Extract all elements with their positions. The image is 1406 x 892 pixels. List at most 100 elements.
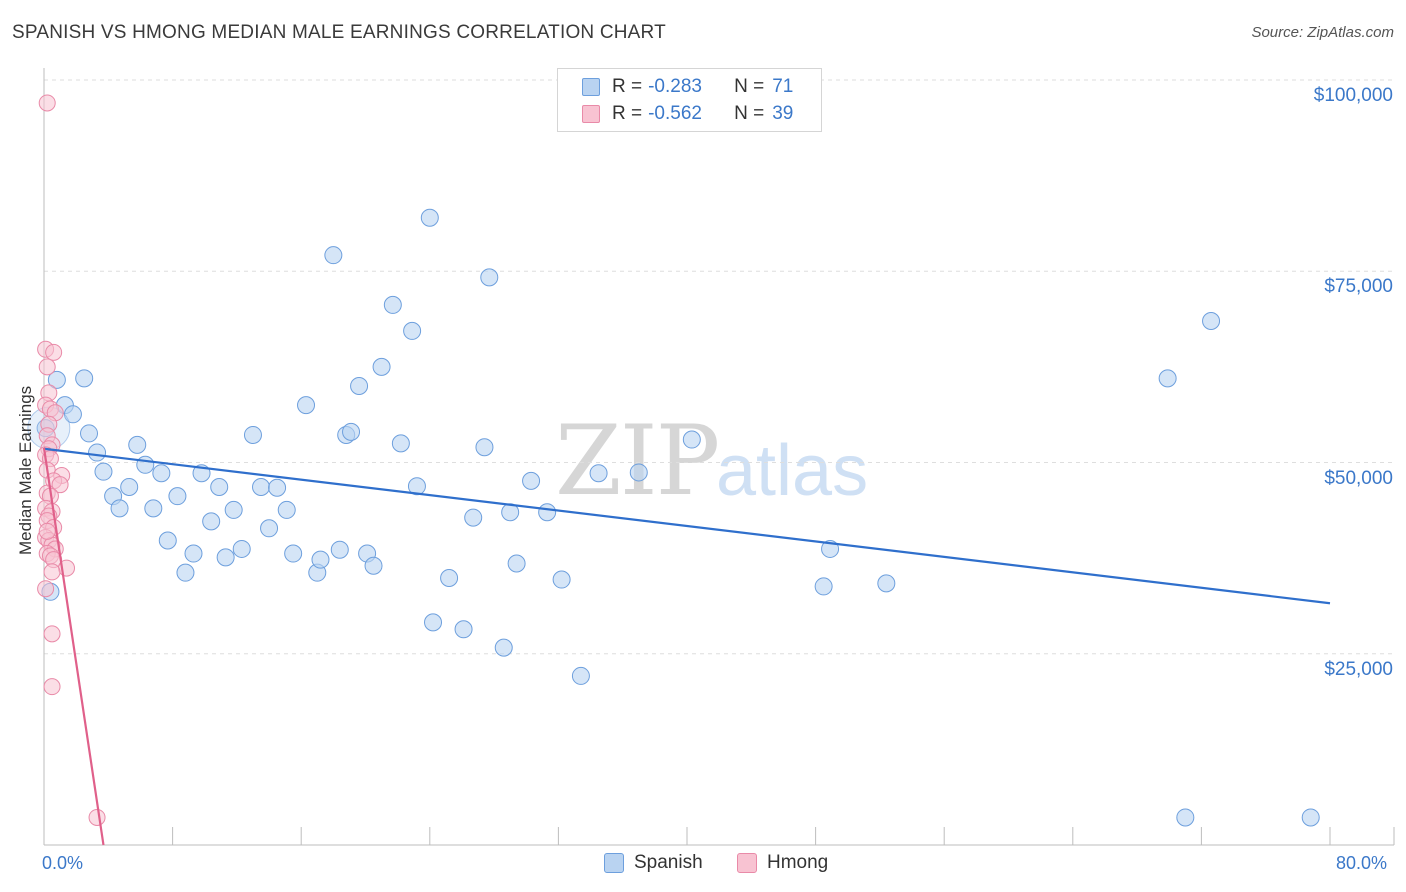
chart-source: Source: ZipAtlas.com bbox=[1251, 24, 1394, 41]
spanish-point bbox=[571, 666, 590, 685]
spanish-point bbox=[682, 430, 701, 449]
n-label: N = bbox=[734, 76, 765, 97]
spanish-point bbox=[877, 574, 896, 593]
spanish-point bbox=[168, 487, 187, 506]
spanish-point bbox=[391, 434, 410, 453]
spanish-point bbox=[158, 531, 177, 550]
spanish-point bbox=[184, 544, 203, 563]
watermark-atlas: atlas bbox=[716, 431, 869, 511]
spanish-point bbox=[364, 556, 383, 575]
y-tick-label: $100,000 bbox=[1313, 85, 1393, 106]
spanish-point bbox=[1301, 808, 1320, 827]
grid-lines bbox=[44, 79, 1394, 655]
spanish-point bbox=[507, 554, 526, 573]
legend-label-spanish: Spanish bbox=[634, 852, 703, 873]
spanish-point bbox=[232, 539, 251, 558]
spanish-point bbox=[110, 499, 129, 518]
y-tick-label: $50,000 bbox=[1324, 467, 1393, 489]
spanish-swatch bbox=[582, 78, 600, 96]
hmong-point bbox=[43, 563, 61, 581]
spanish-point bbox=[88, 443, 107, 462]
hmong-swatch bbox=[582, 105, 600, 123]
spanish-point bbox=[176, 563, 195, 582]
y-axis-label: Median Male Earnings bbox=[16, 385, 35, 555]
spanish-points bbox=[27, 208, 1320, 827]
correlation-legend: R = -0.283 N = 71 R = -0.562 N = 39 bbox=[557, 68, 822, 132]
spanish-point bbox=[383, 295, 402, 314]
trend-lines bbox=[42, 447, 1331, 846]
spanish-point bbox=[480, 268, 499, 287]
r-label: R = bbox=[612, 103, 643, 124]
x-tick-label-max: 80.0% bbox=[1336, 853, 1388, 873]
spanish-point bbox=[252, 477, 271, 496]
spanish-point bbox=[424, 613, 443, 632]
hmong-point bbox=[37, 580, 55, 598]
axes bbox=[43, 68, 1395, 846]
spanish-point bbox=[440, 569, 459, 588]
spanish-point bbox=[350, 377, 369, 395]
r-value: -0.562 bbox=[648, 103, 702, 124]
spanish-point bbox=[420, 208, 439, 227]
spanish-point bbox=[136, 455, 155, 474]
spanish-point bbox=[494, 638, 513, 657]
x-tick-label-min: 0.0% bbox=[42, 853, 84, 873]
spanish-point bbox=[330, 540, 349, 559]
chart-title: SPANISH VS HMONG MEDIAN MALE EARNINGS CO… bbox=[12, 22, 666, 43]
spanish-point bbox=[210, 477, 229, 496]
spanish-point bbox=[120, 477, 139, 496]
n-value: 39 bbox=[772, 103, 794, 124]
hmong-point bbox=[45, 343, 63, 361]
spanish-point bbox=[224, 500, 243, 519]
legend-row-spanish: R = -0.283 N = 71 bbox=[582, 75, 793, 99]
spanish-point bbox=[128, 435, 147, 454]
watermark-zip: ZIP bbox=[555, 405, 720, 517]
spanish-point bbox=[342, 422, 361, 441]
r-label: R = bbox=[612, 76, 643, 97]
spanish-point bbox=[80, 424, 99, 443]
spanish-point bbox=[284, 544, 303, 563]
spanish-point bbox=[324, 246, 343, 265]
spanish-point bbox=[1202, 311, 1221, 330]
spanish-point bbox=[538, 503, 557, 522]
spanish-point bbox=[372, 357, 391, 376]
hmong-points bbox=[37, 94, 106, 826]
spanish-point bbox=[1176, 808, 1195, 827]
spanish-point bbox=[475, 438, 494, 457]
n-label: N = bbox=[734, 103, 765, 124]
legend-row-hmong: R = -0.562 N = 39 bbox=[582, 102, 793, 126]
spanish-point bbox=[311, 550, 330, 569]
spanish-point bbox=[268, 478, 287, 497]
spanish-point bbox=[403, 321, 422, 340]
legend-item-hmong[interactable]: Hmong bbox=[737, 852, 828, 874]
spanish-point bbox=[552, 570, 571, 589]
spanish-legend-swatch bbox=[604, 853, 624, 873]
spanish-point bbox=[277, 500, 296, 519]
spanish-trend-line bbox=[43, 447, 1331, 605]
spanish-point bbox=[94, 462, 113, 481]
spanish-point bbox=[243, 425, 262, 444]
r-value: -0.283 bbox=[648, 76, 702, 97]
spanish-point bbox=[202, 512, 221, 531]
spanish-point bbox=[75, 369, 94, 388]
n-value: 71 bbox=[772, 76, 794, 97]
spanish-point bbox=[814, 577, 833, 596]
legend-label-hmong: Hmong bbox=[767, 852, 829, 873]
spanish-point bbox=[454, 620, 473, 639]
hmong-point bbox=[43, 678, 61, 696]
spanish-point bbox=[407, 477, 426, 496]
spanish-point bbox=[629, 463, 648, 482]
spanish-point bbox=[522, 471, 541, 490]
spanish-point bbox=[216, 548, 235, 567]
hmong-point bbox=[38, 94, 56, 112]
spanish-point bbox=[464, 508, 483, 527]
hmong-legend-swatch bbox=[737, 853, 757, 873]
hmong-point bbox=[38, 358, 56, 376]
spanish-point bbox=[47, 370, 66, 389]
hmong-point bbox=[38, 522, 56, 540]
y-tick-label: $75,000 bbox=[1324, 276, 1393, 298]
legend-item-spanish[interactable]: Spanish bbox=[604, 852, 703, 874]
spanish-point bbox=[144, 499, 163, 518]
spanish-point bbox=[260, 519, 279, 538]
spanish-point bbox=[1158, 369, 1177, 388]
